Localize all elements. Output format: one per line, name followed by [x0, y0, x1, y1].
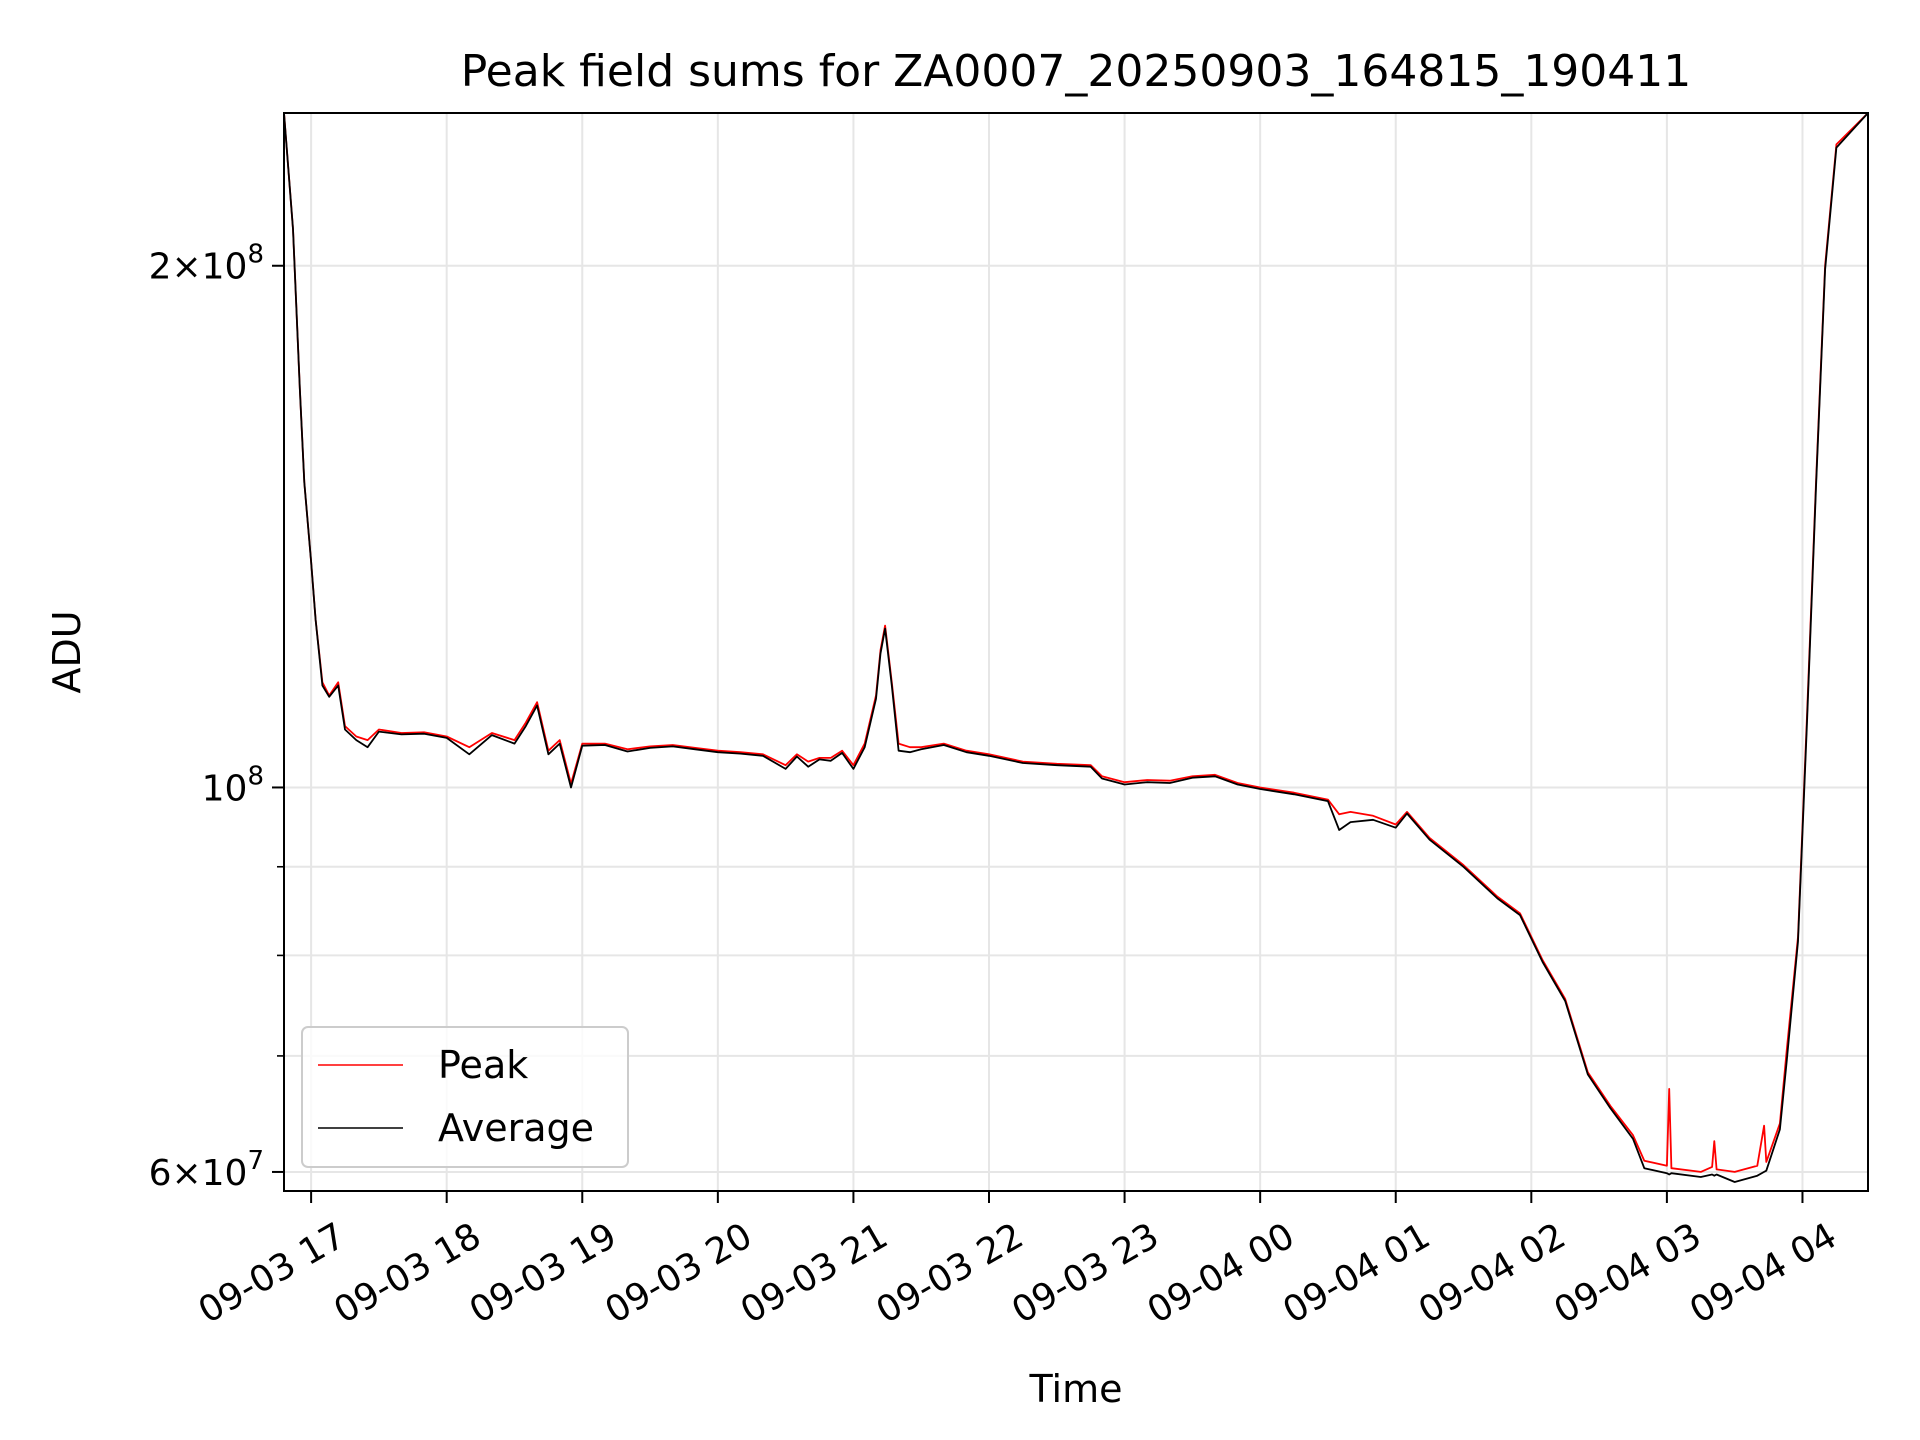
plot-lines [284, 113, 1868, 1183]
legend-box [301, 1026, 629, 1168]
y-axis-label: ADU [45, 610, 89, 693]
grid-lines [284, 113, 1868, 1191]
y-tick-label: 108 [202, 761, 264, 809]
plot-frame [283, 112, 1869, 1192]
chart-title: Peak field sums for ZA0007_20250903_1648… [461, 46, 1692, 97]
legend-label-peak: Peak [438, 1043, 528, 1087]
series-line-peak [284, 113, 1868, 1173]
series-line-average [284, 113, 1868, 1183]
y-axis: 2×108 108 6×107 [149, 240, 284, 1194]
y-tick-label: 6×107 [149, 1146, 264, 1194]
legend-label-average: Average [438, 1106, 594, 1150]
legend: Peak Average [301, 1026, 629, 1168]
x-axis-label: Time [1029, 1367, 1123, 1411]
y-tick-label: 2×108 [149, 240, 264, 288]
